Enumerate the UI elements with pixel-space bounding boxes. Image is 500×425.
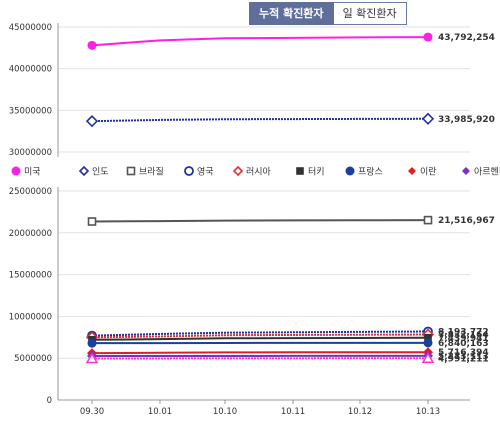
data-label: 6,840,163 — [438, 339, 489, 349]
legend-label: 영국 — [197, 167, 214, 178]
legend-marker — [184, 166, 194, 176]
legend-label: 프랑스 — [358, 166, 383, 178]
legend-label: 터키 — [308, 167, 325, 178]
x-tick-label: 10.13 — [416, 407, 440, 417]
tab-cumulative-cases[interactable]: 누적 확진환자 — [249, 2, 334, 25]
legend-label: 러시아 — [246, 167, 272, 178]
series-line — [91, 330, 429, 337]
data-label: 7,832,164 — [438, 331, 489, 341]
series-line — [91, 336, 429, 341]
legend-background — [0, 160, 500, 182]
data-point — [424, 334, 432, 342]
x-tick-label: 10.10 — [213, 407, 237, 417]
y-tick-label: 30000000 — [9, 148, 52, 158]
data-label: 8,193,772 — [438, 328, 489, 338]
data-label: 33,985,920 — [438, 115, 495, 125]
data-point — [87, 338, 97, 348]
x-tick-label: 10.12 — [348, 407, 372, 417]
data-point — [421, 112, 435, 125]
series-line — [91, 36, 429, 47]
y-tick-label: 25000000 — [9, 187, 52, 197]
data-point — [423, 215, 433, 225]
series-line — [91, 333, 429, 339]
legend-label: 인도 — [92, 167, 109, 178]
y-tick-label: 35000000 — [9, 106, 52, 116]
data-point — [423, 338, 433, 348]
x-tick-label: 09.30 — [80, 407, 104, 417]
legend-marker — [345, 166, 355, 176]
data-point — [85, 115, 99, 128]
legend-label: 이란 — [420, 166, 437, 178]
legend-label: 미국 — [24, 167, 41, 178]
data-label: 21,516,967 — [438, 216, 495, 226]
legend-marker — [232, 165, 244, 177]
legend-marker — [11, 166, 21, 176]
data-label: 5,716,394 — [438, 348, 489, 358]
legend-marker — [78, 165, 90, 177]
y-tick-label: 45000000 — [9, 23, 52, 33]
series-line — [91, 219, 429, 223]
legend-label: 브라질 — [139, 166, 164, 178]
data-label: 5,273,113 — [438, 352, 489, 362]
series-line — [91, 351, 429, 355]
y-tick-label: 15000000 — [9, 271, 52, 281]
legend-marker — [408, 167, 416, 175]
legend-marker — [126, 166, 136, 176]
series-line — [91, 117, 429, 123]
tab-daily-cases[interactable]: 일 확진환자 — [333, 2, 407, 25]
data-point — [85, 352, 99, 364]
view-tabs: 누적 확진환자 일 확진환자 — [249, 2, 407, 25]
data-label: 7,439,941 — [438, 334, 489, 344]
y-tick-label: 40000000 — [9, 65, 52, 75]
data-label: 4,991,211 — [438, 354, 489, 364]
x-tick-label: 10.11 — [281, 407, 305, 417]
y-tick-label: 20000000 — [9, 229, 52, 239]
data-label: 43,792,254 — [438, 33, 495, 43]
data-point — [423, 32, 433, 42]
legend-marker — [462, 167, 470, 175]
data-point — [87, 217, 97, 226]
data-point — [87, 40, 97, 50]
y-tick-label: 5000000 — [14, 354, 52, 364]
data-point — [421, 352, 435, 364]
legend-label: 아르헨티나 — [474, 166, 500, 178]
y-tick-label: 0 — [47, 396, 52, 406]
y-tick-label: 10000000 — [9, 312, 52, 322]
x-tick-label: 10.01 — [148, 407, 172, 417]
legend-marker — [296, 167, 304, 175]
